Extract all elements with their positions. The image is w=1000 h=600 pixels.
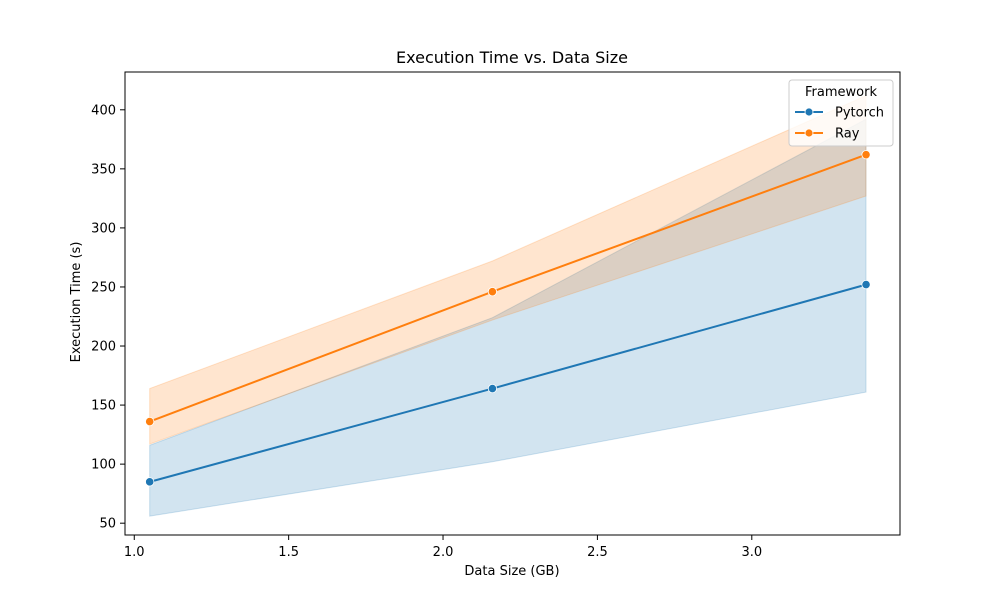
x-tick-label: 2.0 bbox=[433, 545, 454, 560]
pytorch-data-point bbox=[145, 477, 155, 487]
legend-pytorch-marker bbox=[804, 107, 814, 117]
legend-ray-marker bbox=[804, 128, 814, 138]
series-points bbox=[145, 150, 871, 487]
y-axis-ticks: 50 100 150 200 250 300 350 400 bbox=[91, 103, 125, 532]
y-tick-label: 150 bbox=[91, 399, 116, 414]
x-tick-label: 1.5 bbox=[278, 545, 299, 560]
y-tick-label: 350 bbox=[91, 162, 116, 177]
y-tick-label: 100 bbox=[91, 458, 116, 473]
x-tick-label: 3.0 bbox=[741, 545, 762, 560]
pytorch-confidence-band bbox=[149, 118, 867, 517]
ray-data-point bbox=[861, 150, 871, 160]
ray-confidence-band bbox=[149, 94, 867, 445]
x-axis-ticks: 1.0 1.5 2.0 2.5 3.0 bbox=[124, 535, 762, 560]
legend-box bbox=[788, 79, 894, 147]
y-axis-label: Execution Time (s) bbox=[69, 242, 84, 363]
x-tick-label: 1.0 bbox=[124, 545, 145, 560]
legend-pytorch-label: Pytorch bbox=[835, 106, 884, 121]
y-tick-label: 250 bbox=[91, 280, 116, 295]
y-tick-label: 300 bbox=[91, 221, 116, 236]
y-tick-label: 50 bbox=[99, 517, 116, 532]
ray-data-point bbox=[145, 417, 155, 427]
pytorch-data-point bbox=[861, 280, 871, 290]
ray-data-point bbox=[487, 287, 498, 297]
confidence-bands bbox=[149, 94, 867, 517]
x-tick-label: 2.5 bbox=[587, 545, 608, 560]
y-tick-label: 200 bbox=[91, 340, 116, 355]
pytorch-data-point bbox=[487, 383, 498, 394]
legend: Framework Pytorch Ray bbox=[788, 79, 894, 147]
y-tick-label: 400 bbox=[91, 103, 116, 118]
chart-title: Execution Time vs. Data Size bbox=[396, 48, 628, 67]
plot-area-frame bbox=[124, 71, 901, 536]
legend-ray-label: Ray bbox=[835, 127, 860, 142]
legend-title: Framework bbox=[805, 85, 877, 100]
x-axis-label: Data Size (GB) bbox=[464, 564, 559, 579]
